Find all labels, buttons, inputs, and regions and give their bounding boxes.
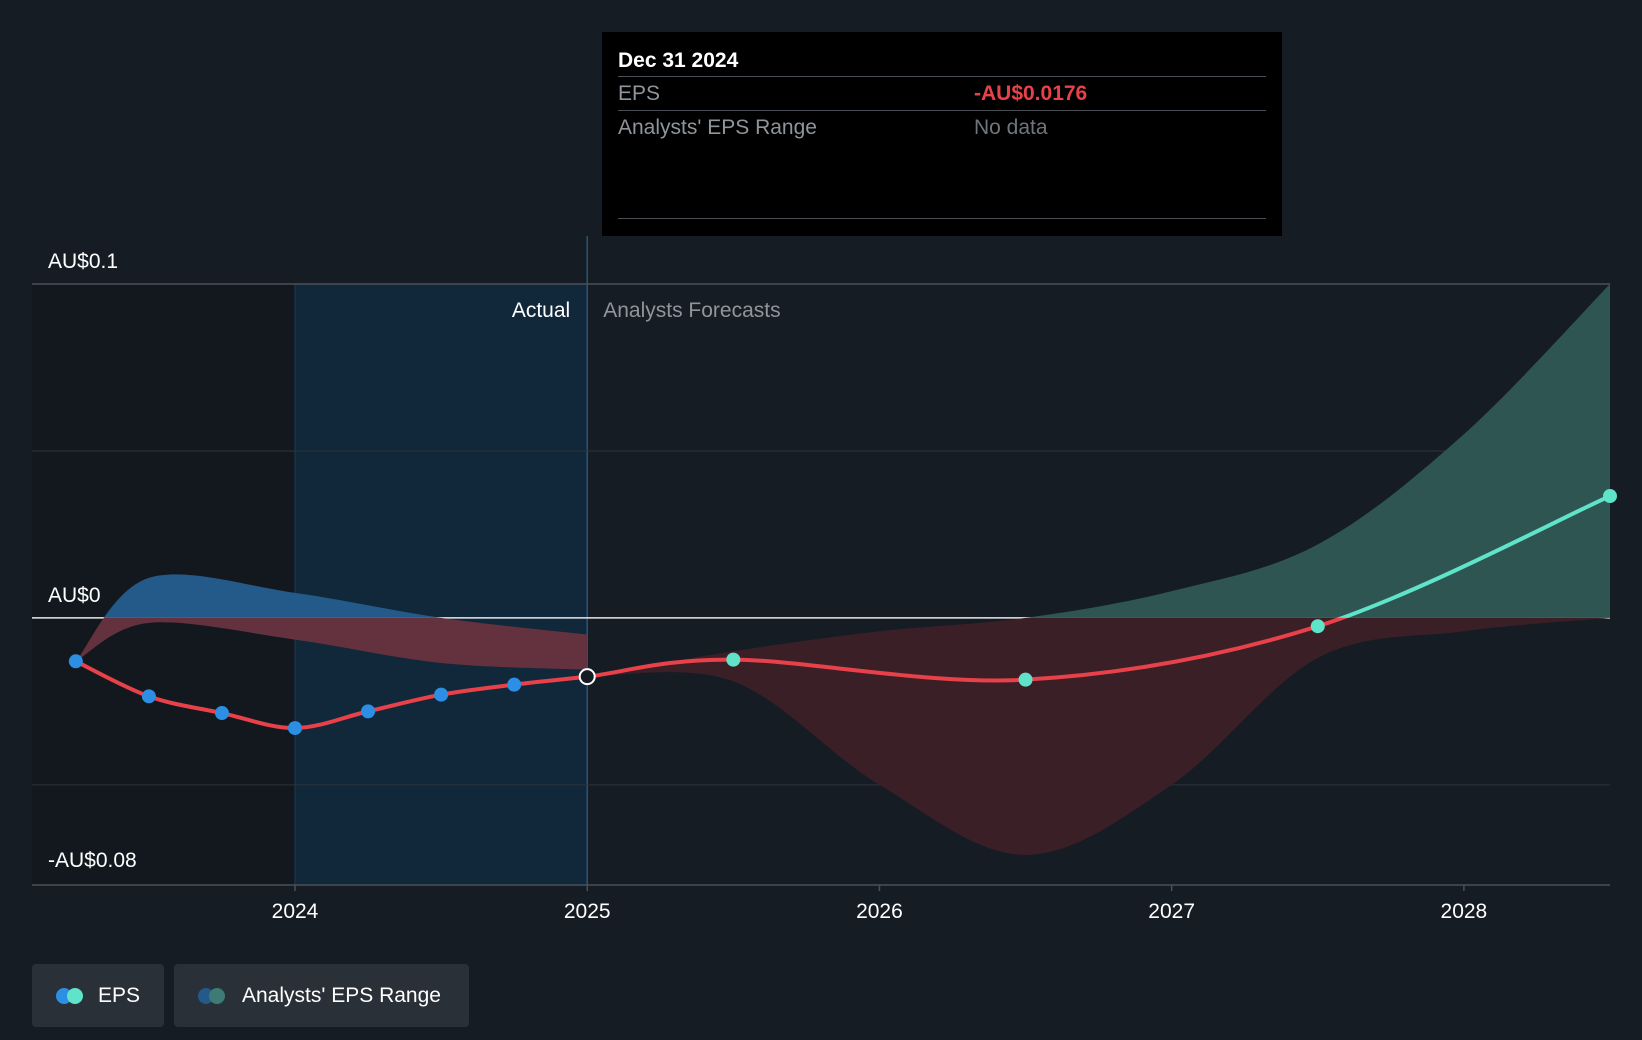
x-tick-label: 2028 [1441,900,1488,923]
legend: EPS Analysts' EPS Range [32,964,469,1027]
axes: 2024 2025 2026 2027 2028 [32,283,1610,923]
legend-range-button[interactable]: Analysts' EPS Range [174,964,469,1027]
eps-point-actual [68,654,83,669]
range-swatch-icon [198,987,230,1004]
eps-point-actual [434,687,449,702]
legend-eps-button[interactable]: EPS [32,964,164,1027]
eps-point-forecast [1603,489,1617,504]
eps-point-selected [578,668,596,686]
eps-point-forecast [726,652,741,667]
x-tick-label: 2024 [272,900,319,923]
x-tick-label: 2026 [856,900,903,923]
plot-background [32,236,588,885]
tooltip-row-eps: EPS -AU$0.0176 [618,76,1266,110]
tooltip-eps-label: EPS [618,82,661,105]
eps-swatch-icon [56,987,86,1004]
legend-range-label: Analysts' EPS Range [242,983,441,1007]
eps-point-actual [288,721,302,736]
tooltip-range-label: Analysts' EPS Range [618,116,817,139]
past-range-negative [75,617,588,670]
x-tick-label: 2025 [564,900,611,923]
eps-point-forecast [1310,619,1325,634]
tooltip-row-range: Analysts' EPS Range No data [618,110,1266,144]
tooltip-divider [618,218,1266,219]
chart-labels: AU$0.1 AU$0 -AU$0.08 Actual Analysts Forecas… [48,250,781,872]
tooltip-range-value: No data [974,116,1048,139]
tooltip-eps-value: -AU$0.0176 [974,82,1088,105]
forecast-range-positive [1025,284,1610,618]
eps-point-forecast [1018,672,1033,687]
y-tick-label: AU$0 [48,584,101,607]
eps-point-actual [361,704,376,719]
tooltip-date: Dec 31 2024 [618,49,739,72]
eps-point-actual [507,677,522,692]
eps-point-actual [141,689,156,704]
actual-label: Actual [512,299,570,322]
y-tick-label: AU$0.1 [48,250,118,273]
forecast-range-negative [587,617,1610,855]
forecast-label: Analysts Forecasts [603,299,780,322]
past-range-positive [103,574,442,618]
legend-eps-label: EPS [97,983,140,1007]
eps-range-areas [75,284,1610,855]
eps-point-actual [214,706,229,721]
actual-band [295,284,588,885]
eps-points [68,489,1617,736]
tooltip: Dec 31 2024 EPS -AU$0.0176 Analysts' EPS… [602,32,1282,236]
x-tick-label: 2027 [1148,900,1195,923]
y-tick-label: -AU$0.08 [48,849,137,872]
